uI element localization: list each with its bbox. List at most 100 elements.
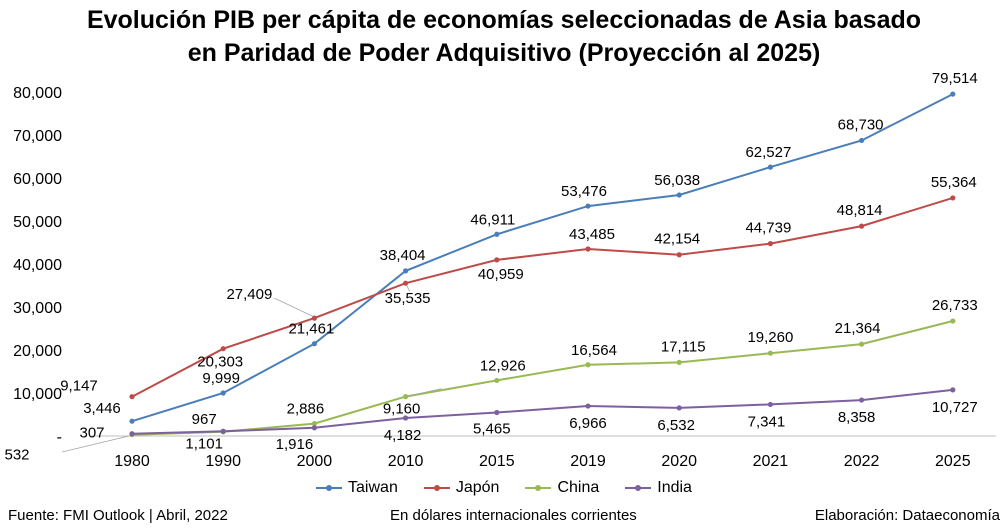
x-tick-label: 2020 bbox=[661, 453, 697, 470]
data-point-india bbox=[950, 387, 956, 393]
data-label-japon: 48,814 bbox=[837, 202, 883, 219]
data-point-china bbox=[403, 394, 409, 400]
data-label-japon: 20,303 bbox=[197, 354, 243, 371]
data-label-japon: 40,959 bbox=[478, 266, 524, 283]
data-point-india bbox=[676, 405, 682, 411]
data-label-japon: 42,154 bbox=[654, 231, 700, 248]
data-label-india: 10,727 bbox=[932, 399, 978, 416]
legend-item-india: India bbox=[625, 479, 692, 497]
legend-label-japon: Japón bbox=[455, 479, 500, 496]
data-label-india: 5,465 bbox=[473, 421, 511, 438]
data-label-taiwan: 68,730 bbox=[838, 116, 884, 133]
x-tick-label: 2015 bbox=[479, 453, 515, 470]
chart-title-line-2: en Paridad de Poder Adquisitivo (Proyecc… bbox=[187, 39, 821, 67]
data-point-india bbox=[311, 425, 317, 431]
data-point-india bbox=[585, 403, 591, 409]
leader-line bbox=[274, 297, 313, 317]
data-point-india bbox=[767, 401, 774, 408]
data-label-india: 6,532 bbox=[657, 417, 695, 434]
footer-units: En dólares internacionales corrientes bbox=[390, 507, 637, 524]
series-line-taiwan bbox=[131, 93, 954, 423]
y-tick-label: 20,000 bbox=[13, 343, 62, 360]
data-label-japon: 44,739 bbox=[745, 220, 791, 237]
data-label-china: 19,260 bbox=[747, 329, 793, 346]
data-label-india: 7,341 bbox=[748, 413, 786, 430]
data-label-china: 9,160 bbox=[383, 401, 421, 418]
legend-label-china: China bbox=[557, 479, 600, 496]
leader-line bbox=[409, 388, 442, 397]
data-point-japon bbox=[129, 394, 135, 400]
x-tick-label: 2022 bbox=[844, 453, 880, 470]
data-label-taiwan: 46,911 bbox=[470, 211, 515, 228]
legend-item-china: China bbox=[525, 479, 599, 497]
data-point-taiwan bbox=[129, 418, 135, 424]
data-label-india: 1,101 bbox=[185, 435, 223, 452]
data-point-japon bbox=[494, 257, 500, 263]
legend-item-japon: Japón bbox=[423, 479, 500, 497]
legend-label-india: India bbox=[657, 479, 692, 496]
data-label-india: 532 bbox=[4, 447, 29, 464]
y-tick-label: 80,000 bbox=[13, 85, 62, 102]
data-label-china: 2,886 bbox=[287, 401, 325, 418]
data-label-china: 16,564 bbox=[571, 342, 617, 359]
footer-credit: Elaboración: Dataeconomía bbox=[814, 507, 1000, 524]
data-point-japon bbox=[585, 246, 591, 252]
data-label-taiwan: 3,446 bbox=[83, 400, 121, 417]
x-tick-label: 2025 bbox=[935, 453, 971, 470]
legend: Taiwan Japón China India bbox=[0, 479, 1008, 497]
data-point-taiwan bbox=[311, 341, 317, 347]
series-lines bbox=[129, 91, 956, 438]
x-tick-label: 2021 bbox=[753, 453, 789, 470]
y-tick-label: 70,000 bbox=[13, 128, 62, 145]
data-label-taiwan: 38,404 bbox=[380, 247, 426, 264]
data-label-japon: 27,409 bbox=[226, 286, 272, 303]
legend-swatch-japon bbox=[423, 485, 450, 491]
series-line-japon bbox=[131, 196, 954, 398]
data-point-india bbox=[859, 397, 865, 403]
x-tick-label: 2019 bbox=[570, 453, 606, 470]
data-labels: 3,446 9,999 21,461 38,404 46,911 53,476 56,038… bbox=[4, 70, 977, 464]
data-point-taiwan bbox=[220, 390, 226, 396]
data-label-china: 17,115 bbox=[661, 338, 706, 355]
data-point-taiwan bbox=[950, 91, 956, 97]
data-label-japon: 43,485 bbox=[569, 226, 615, 243]
footer-source: Fuente: FMI Outlook | Abril, 2022 bbox=[8, 507, 228, 524]
data-point-india bbox=[403, 415, 409, 421]
y-tick-label: 10,000 bbox=[13, 386, 62, 403]
data-point-japon bbox=[676, 252, 682, 258]
data-label-taiwan: 53,476 bbox=[561, 183, 607, 200]
data-point-china bbox=[767, 350, 774, 356]
x-tick-label: 1980 bbox=[114, 453, 150, 470]
data-point-japon bbox=[311, 315, 317, 321]
data-label-china: 307 bbox=[79, 425, 104, 442]
data-label-india: 4,182 bbox=[384, 427, 422, 444]
data-point-taiwan bbox=[403, 268, 409, 274]
data-point-taiwan bbox=[585, 203, 591, 209]
data-point-china bbox=[585, 362, 591, 368]
data-point-china bbox=[950, 318, 956, 324]
data-point-japon bbox=[220, 346, 226, 352]
data-point-taiwan bbox=[676, 192, 682, 198]
data-point-taiwan bbox=[767, 164, 774, 170]
data-label-china: 26,733 bbox=[932, 297, 978, 314]
data-point-china bbox=[494, 377, 500, 384]
data-point-japon bbox=[767, 241, 774, 247]
data-label-taiwan: 62,527 bbox=[745, 144, 791, 161]
y-tick-label: 50,000 bbox=[13, 214, 62, 231]
y-tick-label: 40,000 bbox=[13, 257, 62, 274]
data-label-japon: 9,147 bbox=[60, 378, 98, 395]
data-point-india bbox=[494, 409, 500, 416]
data-point-japon bbox=[950, 195, 956, 201]
data-label-india: 1,916 bbox=[276, 436, 314, 453]
data-label-taiwan: 56,038 bbox=[654, 172, 700, 189]
data-point-china bbox=[859, 341, 865, 347]
chart-title-line-1: Evolución PIB per cápita de economías se… bbox=[86, 6, 922, 34]
data-label-japon: 55,364 bbox=[931, 174, 977, 191]
legend-swatch-china bbox=[525, 485, 552, 491]
legend-swatch-taiwan bbox=[316, 485, 343, 491]
data-label-india: 8,358 bbox=[838, 409, 876, 426]
label-leader-lines bbox=[61, 285, 442, 453]
data-label-taiwan: 21,461 bbox=[288, 321, 334, 338]
x-tick-label: 2010 bbox=[388, 453, 424, 470]
